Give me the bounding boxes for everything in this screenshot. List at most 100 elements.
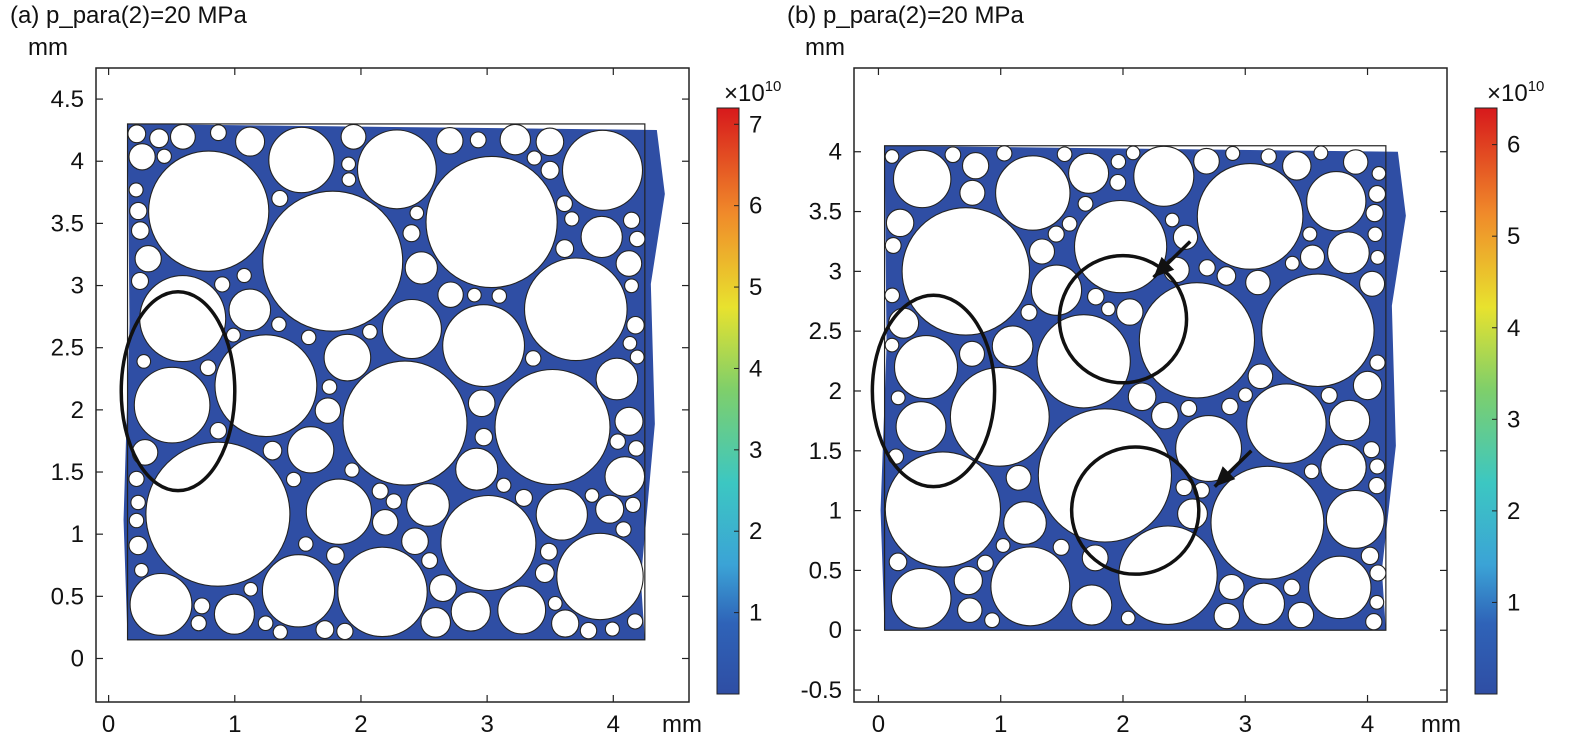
- aggregate-circle: [342, 360, 468, 486]
- aggregate-circle: [1210, 465, 1325, 580]
- aggregate-circle: [893, 335, 959, 400]
- aggregate-circle: [474, 427, 494, 447]
- aggregate-circle: [134, 245, 162, 273]
- y-tick-label: 2.5: [809, 318, 842, 345]
- aggregate-circle: [949, 366, 1050, 467]
- aggregate-circle: [1164, 212, 1180, 228]
- aggregate-circle: [1287, 601, 1315, 629]
- aggregate-circle: [257, 615, 274, 632]
- x-axis-label: mm: [1421, 711, 1461, 738]
- aggregate-circle: [555, 239, 575, 259]
- aggregate-circle: [442, 304, 526, 388]
- aggregate-circle: [381, 298, 442, 360]
- aggregate-circle: [326, 546, 345, 565]
- aggregate-circle: [1365, 203, 1384, 223]
- aggregate-circle: [340, 123, 367, 150]
- aggregate-circle: [128, 182, 144, 198]
- aggregate-circle: [402, 224, 421, 243]
- aggregate-circle: [1116, 298, 1144, 326]
- aggregate-circle: [1352, 370, 1383, 401]
- aggregate-circle: [953, 565, 983, 596]
- y-tick-label: 1.5: [809, 438, 842, 465]
- aggregate-circle: [1320, 443, 1367, 491]
- aggregate-circle: [1003, 501, 1047, 545]
- aggregate-circle: [130, 221, 150, 240]
- aggregate-circle: [450, 591, 491, 632]
- x-tick-label: 0: [102, 711, 115, 738]
- aggregate-circle: [169, 123, 196, 150]
- aggregate-circle: [564, 211, 580, 227]
- aggregate-circle: [323, 333, 372, 382]
- aggregate-circle: [595, 494, 625, 524]
- aggregate-circle: [1325, 489, 1385, 549]
- aggregate-circle: [130, 271, 150, 291]
- aggregate-circle: [409, 205, 425, 221]
- aggregate-circle: [984, 612, 1001, 629]
- aggregate-circle: [1196, 163, 1304, 270]
- aggregate-circle: [1125, 145, 1141, 161]
- aggregate-circle: [884, 337, 900, 353]
- aggregate-circle: [514, 488, 533, 507]
- aggregate-circle: [1133, 145, 1195, 207]
- aggregate-circle: [1175, 478, 1193, 497]
- aggregate-circle: [890, 567, 952, 629]
- x-tick-label: 3: [480, 711, 493, 738]
- aggregate-circle: [944, 146, 962, 164]
- aggregate-circle: [1101, 301, 1116, 317]
- aggregate-circle: [1238, 387, 1253, 403]
- aggregate-circle: [336, 622, 354, 641]
- aggregate-circle: [455, 447, 499, 491]
- aggregate-circle: [609, 433, 626, 450]
- aggregate-circle: [580, 215, 623, 259]
- aggregate-circle: [385, 493, 402, 510]
- aggregate-circle: [884, 149, 900, 164]
- x-tick-label: 2: [1116, 711, 1129, 738]
- y-tick-label: 1: [829, 498, 842, 525]
- x-tick-label: 3: [1239, 711, 1252, 738]
- chart-plot: 0 1 2 3 4 0 0.5 1 1.5 2 2.5 3 3.5 4 4.5 1 2 3 4 5 6 7: [51, 67, 762, 738]
- aggregate-circle: [1077, 195, 1094, 212]
- aggregate-circle: [1218, 573, 1245, 601]
- colorbar-tick-label: 6: [749, 193, 762, 220]
- aggregate-circle: [1127, 382, 1157, 412]
- aggregate-circle: [1073, 199, 1168, 294]
- arrow-head: [1214, 466, 1236, 487]
- aggregate-circle: [128, 143, 156, 171]
- aggregate-circle: [1087, 287, 1105, 306]
- aggregate-circle: [996, 145, 1013, 162]
- aggregate-circle: [1172, 224, 1199, 250]
- aggregate-circle: [895, 401, 947, 453]
- aggregate-circle: [1213, 602, 1241, 630]
- aggregate-circle: [627, 440, 645, 457]
- aggregate-circle: [1368, 476, 1386, 495]
- aggregate-circle: [209, 421, 228, 440]
- aggregate-circle: [1260, 148, 1277, 165]
- y-tick-label: 4: [71, 148, 84, 175]
- colorbar-multiplier: ×1010: [724, 78, 782, 107]
- aggregate-circle: [961, 152, 990, 180]
- aggregate-circle: [469, 131, 487, 149]
- y-tick-label: 0: [71, 645, 84, 672]
- aggregate-circle: [406, 483, 450, 527]
- x-tick-label: 2: [354, 711, 367, 738]
- x-tick-label: 1: [994, 711, 1007, 738]
- aggregate-circle: [496, 477, 512, 493]
- aggregate-circle: [1180, 399, 1198, 417]
- aggregate-circle: [214, 276, 231, 293]
- aggregate-circle: [494, 368, 611, 486]
- aggregate-circle: [272, 624, 288, 640]
- aggregate-circle: [1110, 153, 1127, 170]
- aggregate-circle: [1151, 401, 1179, 430]
- y-tick-label: 3.5: [51, 210, 84, 237]
- aggregate-circle: [624, 496, 642, 514]
- specimen-boundary: [883, 145, 1387, 631]
- aggregate-circle: [1245, 269, 1271, 296]
- aggregate-circle: [145, 441, 291, 587]
- aggregate-circle: [1056, 146, 1073, 163]
- aggregate-circle: [499, 123, 532, 156]
- colorbar-tick-label: 4: [749, 355, 762, 382]
- aggregate-circle: [1282, 151, 1312, 181]
- aggregate-circle: [491, 288, 508, 304]
- aggregate-circle: [622, 335, 638, 351]
- aggregate-circle: [236, 267, 252, 284]
